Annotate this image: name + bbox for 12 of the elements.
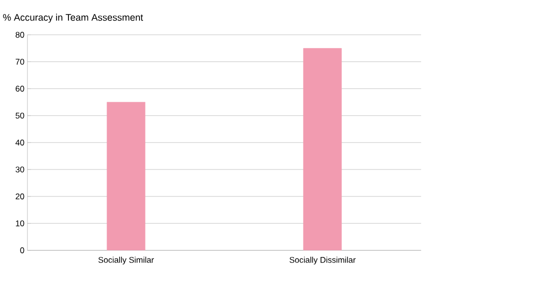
x-tick-label: Socially Similar	[98, 256, 154, 264]
y-tick-label: 80	[16, 32, 24, 38]
y-tick-label: 20	[16, 193, 24, 200]
y-tick-label: 10	[16, 220, 24, 226]
y-axis-title: % Accuracy in Team Assessment	[3, 14, 144, 23]
y-tick-label: 50	[16, 112, 24, 118]
y-tick-label: 0	[20, 247, 24, 254]
x-tick-label: Socially Dissimilar	[290, 256, 356, 264]
y-tick-label: 60	[16, 86, 24, 92]
y-tick-label: 30	[16, 166, 24, 172]
y-tick-label: 40	[16, 140, 24, 146]
y-tick-label: 70	[16, 58, 24, 65]
